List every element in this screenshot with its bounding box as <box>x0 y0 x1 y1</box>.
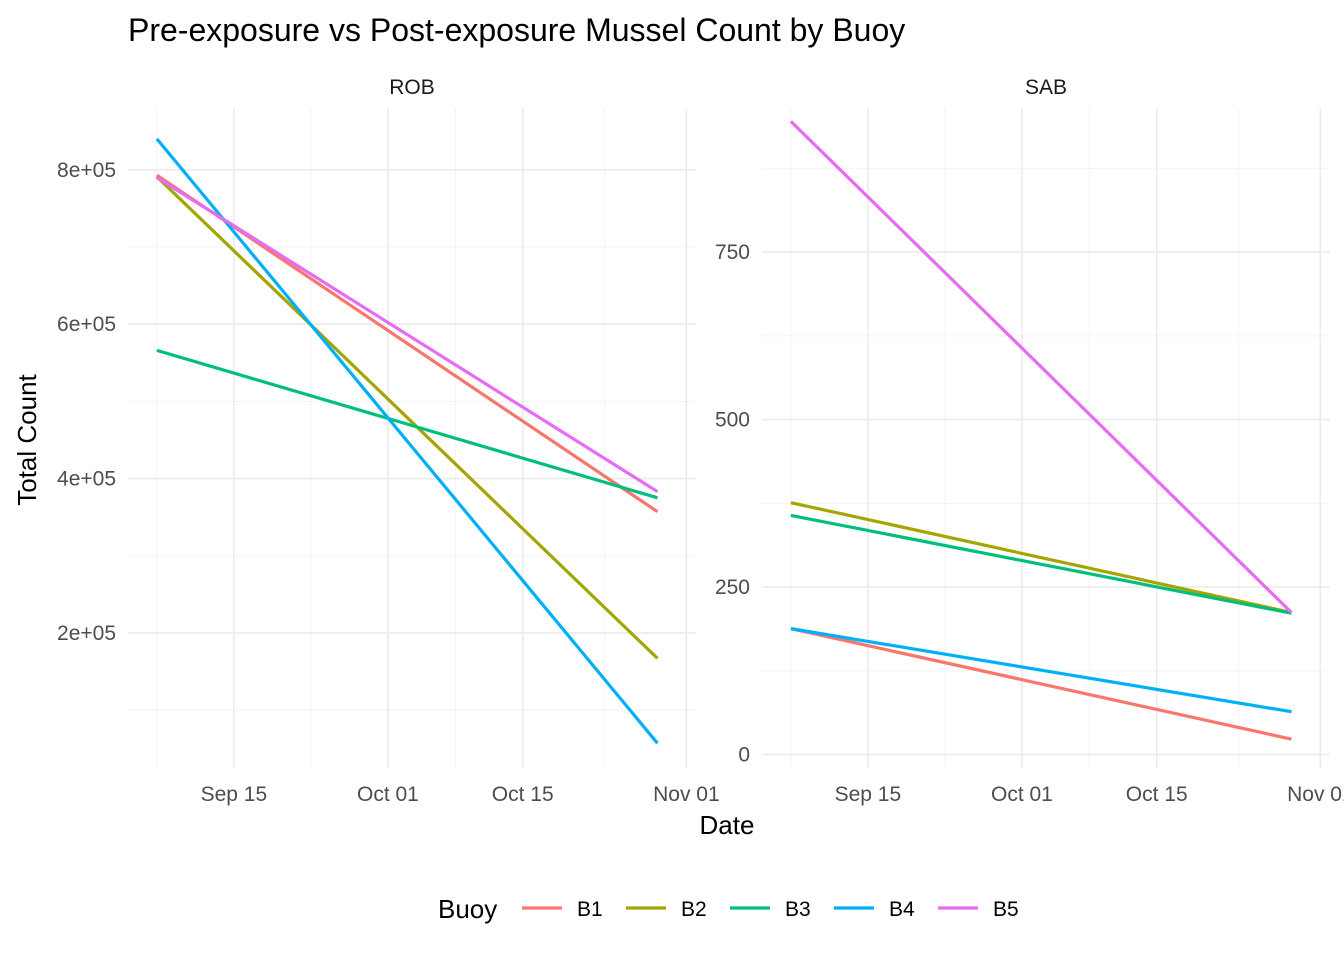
y-tick-label: 4e+05 <box>57 468 116 491</box>
legend-item-b5: B5 <box>938 898 1019 921</box>
y-tick-label: 250 <box>715 576 750 599</box>
panel-sab: 0 250 500 750 Sep 15 Oct 01 Oct 15 Nov 01 SAB <box>715 76 1344 806</box>
y-axis-title: Total Count <box>12 373 42 505</box>
series-line-b3 <box>790 513 1292 615</box>
y-tick-label: 750 <box>715 241 750 264</box>
legend-label: B1 <box>577 898 603 921</box>
legend-item-b4: B4 <box>834 898 915 921</box>
series-line-b3 <box>156 348 658 500</box>
x-tick-label: Nov 01 <box>653 783 720 806</box>
x-tick-label: Nov 01 <box>1287 783 1344 806</box>
legend-item-b1: B1 <box>522 898 603 921</box>
x-tick-label: Sep 15 <box>835 783 902 806</box>
legend: Buoy B1 B2 B3 B4 B5 <box>438 894 1019 924</box>
series-lines <box>789 120 1293 741</box>
facet-strip-label: SAB <box>1025 76 1067 99</box>
series-line-b5 <box>156 176 659 494</box>
x-axis-title: Date <box>700 810 755 840</box>
x-tick-label: Oct 01 <box>357 783 419 806</box>
x-tick-label: Oct 15 <box>492 783 554 806</box>
y-tick-label: 6e+05 <box>57 313 116 336</box>
series-lines <box>155 137 659 745</box>
x-tick-label: Sep 15 <box>201 783 268 806</box>
facet-strip-label: ROB <box>389 76 435 99</box>
legend-title: Buoy <box>438 894 497 924</box>
series-line-b4 <box>155 137 659 745</box>
facet-panels: 2e+05 4e+05 6e+05 8e+05 Sep 15 Oct 01 Oct 15 No… <box>57 76 1344 806</box>
legend-item-b3: B3 <box>730 898 811 921</box>
y-tick-label: 8e+05 <box>57 159 116 182</box>
y-tick-label: 500 <box>715 409 750 432</box>
legend-label: B2 <box>681 898 707 921</box>
series-line-b5 <box>789 120 1293 614</box>
legend-label: B4 <box>889 898 915 921</box>
x-tick-label: Oct 15 <box>1126 783 1188 806</box>
series-line-b1 <box>790 627 1292 741</box>
legend-label: B3 <box>785 898 811 921</box>
series-line-b4 <box>790 627 1292 714</box>
x-tick-label: Oct 01 <box>991 783 1053 806</box>
series-line-b2 <box>155 175 659 660</box>
panel-rob: 2e+05 4e+05 6e+05 8e+05 Sep 15 Oct 01 Oct 15 No… <box>57 76 720 806</box>
series-line-b2 <box>790 501 1292 615</box>
y-tick-label: 2e+05 <box>57 622 116 645</box>
legend-label: B5 <box>993 898 1019 921</box>
y-tick-label: 0 <box>738 744 750 767</box>
chart-title: Pre-exposure vs Post-exposure Mussel Cou… <box>128 12 905 48</box>
legend-item-b2: B2 <box>626 898 707 921</box>
